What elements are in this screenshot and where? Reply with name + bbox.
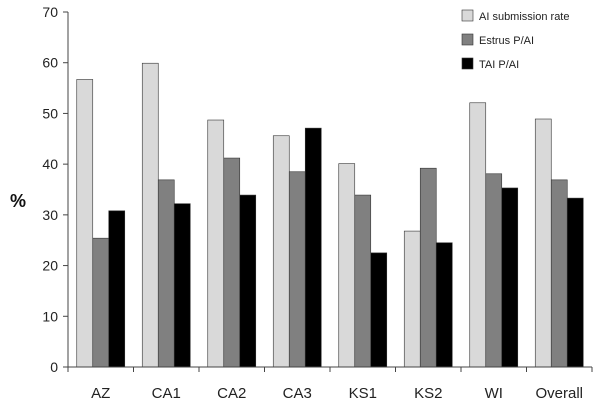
- legend-swatch: [461, 33, 474, 46]
- bar-az-tai-p-ai: [108, 210, 126, 368]
- bar-ca3-ai-submission-rate: [272, 135, 290, 368]
- bar-ca1-ai-submission-rate: [141, 62, 159, 368]
- x-tick-label: CA2: [217, 385, 246, 402]
- y-tick-label: 50: [42, 105, 58, 121]
- x-axis-labels: AZ CA1 CA2 CA3 KS1 KS2 WI Overall: [67, 367, 593, 402]
- bar-overall-estrus-p-ai: [550, 179, 568, 368]
- bar-ca1-estrus-p-ai: [157, 179, 175, 368]
- y-tick-label: 20: [42, 258, 58, 274]
- y-tick-label: 40: [42, 156, 58, 172]
- legend-label: AI submission rate: [479, 11, 569, 23]
- bar-ca2-ai-submission-rate: [207, 119, 225, 368]
- x-tick-label: Overall: [535, 385, 583, 402]
- y-tick-label: 10: [42, 308, 58, 324]
- y-axis-ticks: 0 10 20 30 40 50 60 70: [42, 4, 68, 375]
- legend-swatch: [461, 57, 474, 70]
- x-tick-label: KS1: [349, 385, 377, 402]
- bar-az-estrus-p-ai: [92, 237, 110, 368]
- x-tick-label: AZ: [91, 385, 110, 402]
- bar-ca3-estrus-p-ai: [288, 171, 306, 368]
- bar-wi-estrus-p-ai: [485, 173, 503, 368]
- bar-wi-ai-submission-rate: [469, 102, 487, 368]
- y-tick-label: 60: [42, 55, 58, 71]
- x-tick-label: CA1: [152, 385, 181, 402]
- bar-ca2-estrus-p-ai: [223, 157, 241, 368]
- y-tick-label: 30: [42, 207, 58, 223]
- bar-ks1-estrus-p-ai: [354, 194, 372, 368]
- bars: [76, 62, 584, 368]
- bar-az-ai-submission-rate: [76, 79, 94, 368]
- bar-ks2-estrus-p-ai: [419, 167, 437, 368]
- x-tick-label: WI: [485, 385, 503, 402]
- bar-ks1-ai-submission-rate: [338, 163, 356, 368]
- bar-ks1-tai-p-ai: [370, 252, 388, 368]
- bar-ks2-ai-submission-rate: [403, 230, 421, 368]
- legend-label: TAI P/AI: [479, 59, 519, 71]
- bar-ca3-tai-p-ai: [304, 127, 322, 368]
- y-axis-label: %: [10, 191, 26, 211]
- bar-overall-ai-submission-rate: [534, 118, 552, 368]
- bar-overall-tai-p-ai: [566, 197, 584, 368]
- y-tick-label: 70: [42, 4, 58, 20]
- y-tick-label: 0: [50, 359, 58, 375]
- bar-wi-tai-p-ai: [501, 187, 519, 368]
- bar-ca1-tai-p-ai: [173, 203, 191, 368]
- legend: AI submission rate Estrus P/AI TAI P/AI: [461, 9, 569, 71]
- legend-label: Estrus P/AI: [479, 35, 534, 47]
- bar-ca2-tai-p-ai: [239, 194, 257, 368]
- legend-swatch: [461, 9, 474, 22]
- x-tick-label: CA3: [283, 385, 312, 402]
- bar-ks2-tai-p-ai: [435, 242, 453, 368]
- x-tick-label: KS2: [414, 385, 442, 402]
